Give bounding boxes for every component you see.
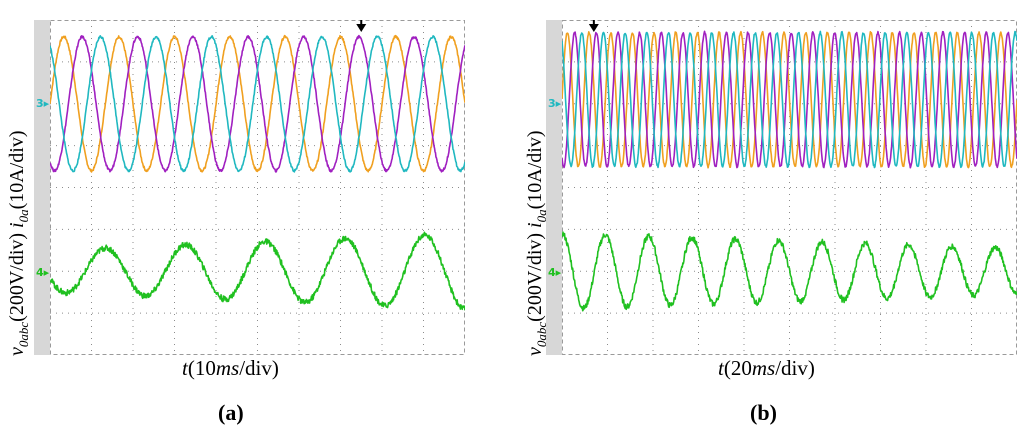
waveform-cyan (50, 35, 465, 173)
x-axis-label-b: t(20ms/div) (718, 356, 815, 380)
figure-b: 3▸ 4▸ v0abc(200V/div) i0a(10A/div) t(20m… (522, 0, 1024, 436)
waveform-cyan (562, 30, 1017, 169)
waveform-plot-b (562, 20, 1017, 355)
waveform-green (50, 231, 465, 311)
panel-tag-b: (b) (750, 400, 777, 425)
ch4-marker-b: 4▸ (548, 266, 562, 279)
panel-tag-a: (a) (218, 400, 244, 425)
scope-strip-a (34, 20, 50, 355)
trigger-marker-icon (588, 24, 599, 32)
ch4-marker-a: 4▸ (36, 266, 50, 279)
waveform-orange (50, 34, 465, 173)
scope-strip-b (546, 20, 562, 355)
ch3-marker-b: 3▸ (548, 97, 562, 110)
waveform-plot-a (50, 20, 465, 355)
plot-frame (562, 20, 1017, 355)
waveform-magenta (562, 30, 1017, 169)
y-axis-label-b: v0abc(200V/div) i0a(10A/div) (524, 130, 549, 356)
waveform-orange (562, 30, 1017, 169)
x-axis-label-a: t(10ms/div) (182, 356, 279, 380)
ch3-marker-a: 3▸ (36, 97, 50, 110)
figure-a: 3▸ 4▸ v0abc(200V/div) i0a(10A/div) t(10m… (0, 0, 480, 436)
plot-area-a (50, 20, 465, 355)
trigger-marker-icon (356, 24, 367, 32)
y-axis-label-a: v0abc(200V/div) i0a(10A/div) (6, 130, 31, 356)
plot-frame (50, 20, 465, 355)
plot-area-b (562, 20, 1017, 355)
waveform-green (562, 231, 1017, 312)
